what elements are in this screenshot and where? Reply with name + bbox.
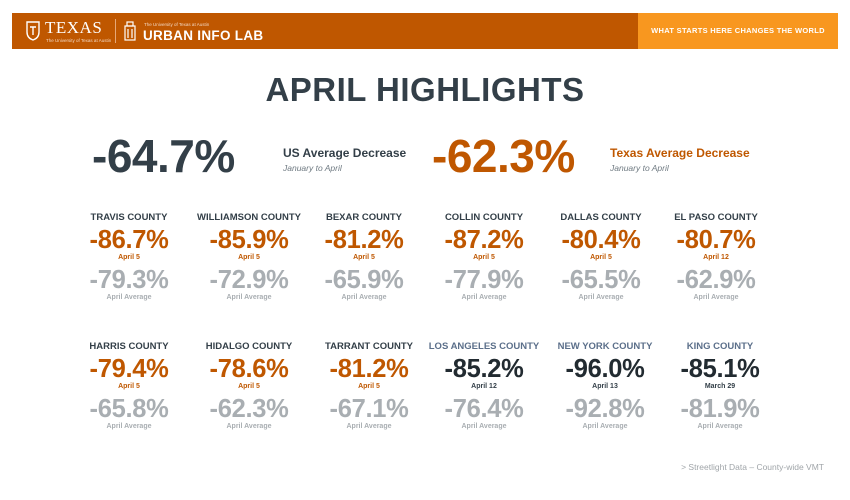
county-average-label: April Average — [461, 294, 507, 301]
county-average-label: April Average — [341, 294, 387, 301]
county-peak-value: -85.1% — [680, 355, 760, 383]
county-card-hidalgo: HIDALGO COUNTY -78.6% April 5 -62.3% Apr… — [191, 341, 307, 431]
county-card-travis: TRAVIS COUNTY -86.7% April 5 -79.3% Apri… — [71, 212, 187, 302]
county-peak-value: -85.2% — [444, 355, 524, 383]
county-name: BEXAR COUNTY — [325, 212, 402, 223]
county-average-value: -65.9% — [324, 266, 404, 294]
county-peak-date: April 5 — [238, 383, 260, 390]
county-card-dallas: DALLAS COUNTY -80.4% April 5 -65.5% Apri… — [543, 212, 659, 302]
county-average-value: -81.9% — [680, 395, 760, 423]
county-average-label: April Average — [461, 423, 507, 430]
ut-shield-icon — [26, 21, 40, 41]
lab-subtitle: The University of Texas at Austin — [144, 22, 210, 27]
county-peak-value: -78.6% — [209, 355, 289, 383]
county-name: TRAVIS COUNTY — [90, 212, 168, 223]
county-card-williamson: WILLIAMSON COUNTY -85.9% April 5 -72.9% … — [191, 212, 307, 302]
header-bar: TEXAS The University of Texas at Austin … — [12, 13, 838, 49]
county-name: WILLIAMSON COUNTY — [197, 212, 301, 223]
county-average-label: April Average — [578, 294, 624, 301]
county-peak-date: April 12 — [471, 383, 497, 390]
county-average-value: -62.3% — [209, 395, 289, 423]
county-average-value: -77.9% — [444, 266, 524, 294]
county-peak-date: March 29 — [704, 383, 736, 390]
county-peak-value: -96.0% — [565, 355, 645, 383]
source-note: > Streetlight Data – County-wide VMT — [681, 462, 824, 472]
county-average-label: April Average — [106, 423, 152, 430]
county-average-value: -67.1% — [329, 395, 409, 423]
tagline: WHAT STARTS HERE CHANGES THE WORLD — [651, 26, 825, 35]
county-peak-date: April 5 — [118, 254, 140, 261]
county-name: KING COUNTY — [686, 341, 754, 352]
county-card-new-york: NEW YORK COUNTY -96.0% April 13 -92.8% A… — [547, 341, 663, 431]
county-peak-date: April 5 — [358, 383, 380, 390]
county-peak-value: -81.2% — [324, 226, 404, 254]
county-peak-date: April 5 — [353, 254, 375, 261]
county-card-king: KING COUNTY -85.1% March 29 -81.9% April… — [662, 341, 778, 431]
county-peak-date: April 5 — [118, 383, 140, 390]
county-peak-date: April 5 — [590, 254, 612, 261]
county-average-value: -92.8% — [565, 395, 645, 423]
county-average-value: -65.5% — [561, 266, 641, 294]
texas-wordmark: TEXAS — [45, 18, 103, 37]
texas-subtitle: The University of Texas at Austin — [46, 38, 112, 43]
texas-average-period: January to April — [610, 163, 669, 173]
county-peak-date: April 5 — [473, 254, 495, 261]
us-average-period: January to April — [283, 163, 342, 173]
tagline-box: WHAT STARTS HERE CHANGES THE WORLD — [638, 13, 838, 49]
page-title: APRIL HIGHLIGHTS — [265, 71, 585, 108]
county-average-label: April Average — [582, 423, 628, 430]
county-average-label: April Average — [106, 294, 152, 301]
county-peak-value: -86.7% — [89, 226, 169, 254]
county-average-value: -72.9% — [209, 266, 289, 294]
texas-average-label: Texas Average Decrease — [610, 146, 750, 160]
county-peak-value: -85.9% — [209, 226, 289, 254]
county-average-value: -76.4% — [444, 395, 524, 423]
us-average-label: US Average Decrease — [283, 146, 407, 160]
county-peak-value: -79.4% — [89, 355, 169, 383]
county-peak-value: -80.4% — [561, 226, 641, 254]
county-average-label: April Average — [346, 423, 392, 430]
county-average-label: April Average — [226, 423, 272, 430]
county-card-collin: COLLIN COUNTY -87.2% April 5 -77.9% Apri… — [426, 212, 542, 302]
county-average-label: April Average — [697, 423, 743, 430]
texas-average-value: -62.3% — [432, 130, 575, 182]
county-name: EL PASO COUNTY — [674, 212, 758, 223]
county-card-bexar: BEXAR COUNTY -81.2% April 5 -65.9% April… — [306, 212, 422, 302]
county-average-value: -79.3% — [89, 266, 169, 294]
county-name: DALLAS COUNTY — [560, 212, 642, 223]
lab-title: URBAN INFO LAB — [143, 28, 264, 43]
county-peak-value: -87.2% — [444, 226, 524, 254]
county-name: COLLIN COUNTY — [444, 212, 524, 223]
county-name: TARRANT COUNTY — [325, 341, 413, 352]
county-average-label: April Average — [693, 294, 739, 301]
county-peak-date: April 13 — [592, 383, 618, 390]
county-name: HIDALGO COUNTY — [205, 341, 293, 352]
county-name: HARRIS COUNTY — [89, 341, 169, 352]
county-card-tarrant: TARRANT COUNTY -81.2% April 5 -67.1% Apr… — [311, 341, 427, 431]
us-average-value: -64.7% — [92, 130, 235, 182]
county-name: NEW YORK COUNTY — [557, 341, 653, 352]
county-card-harris: HARRIS COUNTY -79.4% April 5 -65.8% Apri… — [71, 341, 187, 431]
county-peak-date: April 5 — [238, 254, 260, 261]
county-peak-value: -81.2% — [329, 355, 409, 383]
tower-icon — [124, 21, 136, 41]
county-card-el-paso: EL PASO COUNTY -80.7% April 12 -62.9% Ap… — [658, 212, 774, 302]
header-divider — [115, 19, 116, 43]
county-peak-date: April 12 — [703, 254, 729, 261]
county-card-los-angeles: LOS ANGELES COUNTY -85.2% April 12 -76.4… — [426, 341, 542, 431]
county-average-label: April Average — [226, 294, 272, 301]
county-average-value: -62.9% — [676, 266, 756, 294]
county-average-value: -65.8% — [89, 395, 169, 423]
county-name: LOS ANGELES COUNTY — [428, 341, 540, 352]
county-peak-value: -80.7% — [676, 226, 756, 254]
